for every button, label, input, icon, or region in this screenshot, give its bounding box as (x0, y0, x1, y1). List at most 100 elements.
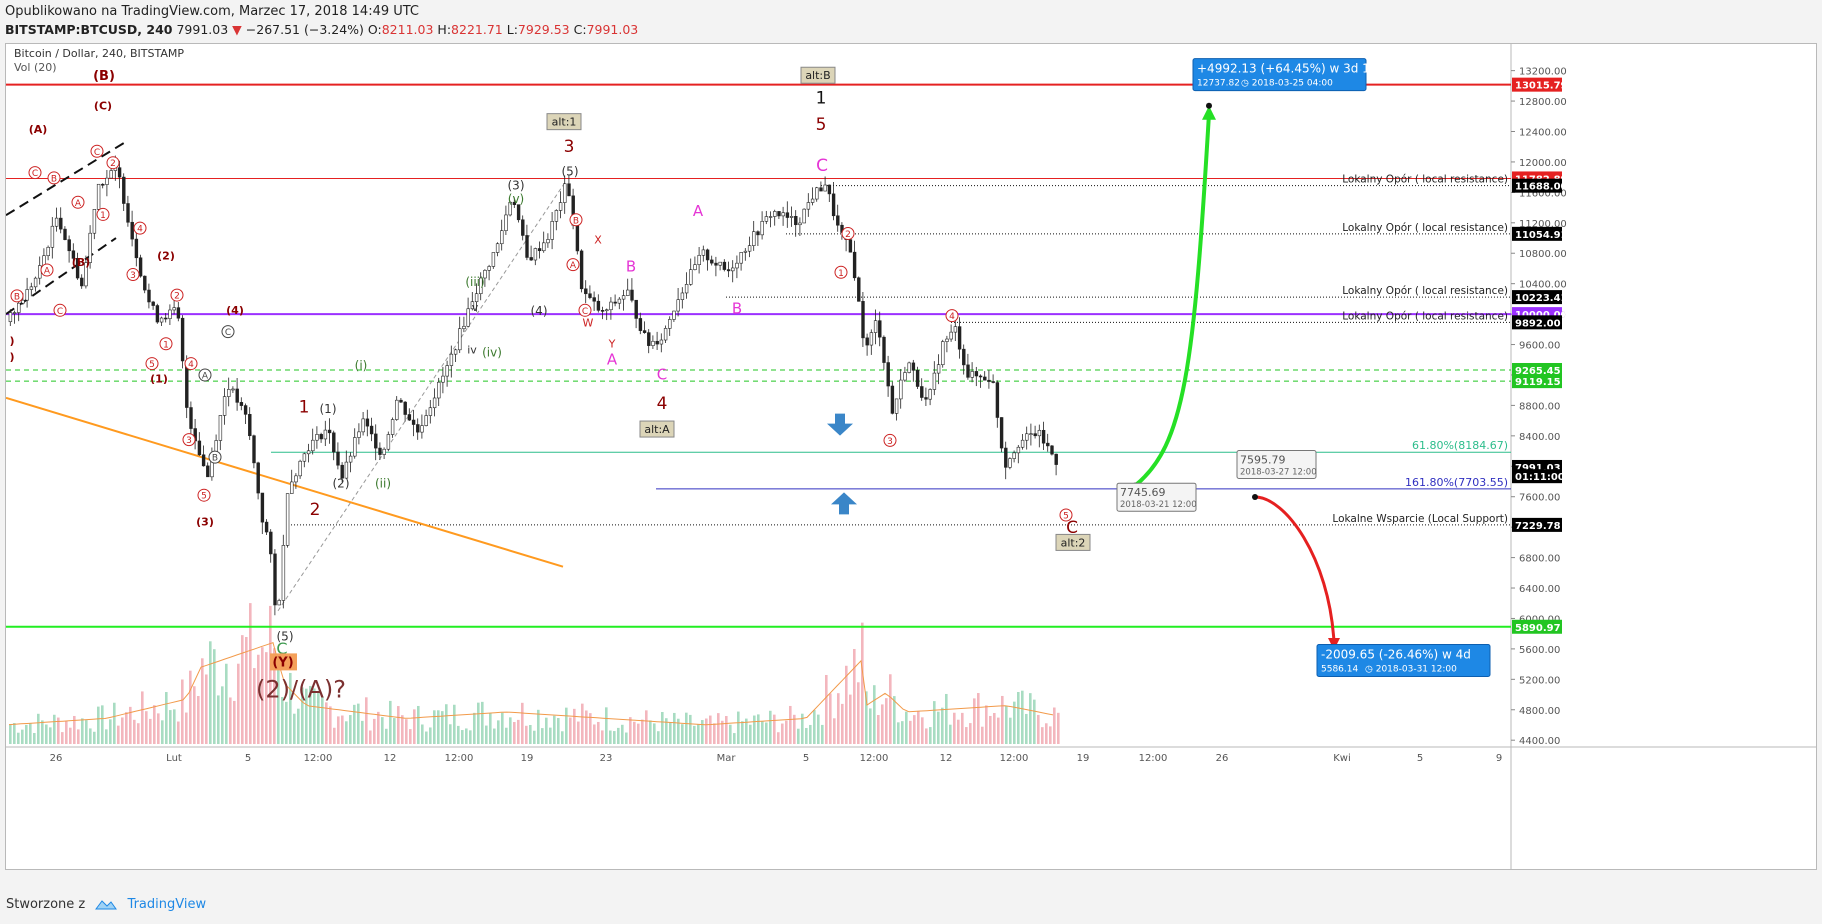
volume-bar (545, 717, 548, 744)
price-axis-tag (1512, 517, 1562, 532)
volume-bar (461, 730, 464, 744)
volume-bar (565, 707, 568, 744)
volume-bar (861, 622, 864, 744)
candle-body (281, 545, 286, 601)
chart-panel[interactable]: Bitcoin / Dollar, 240, BITSTAMP Vol (20) 4… (5, 43, 1817, 870)
wave-label: 3 (564, 137, 575, 157)
circled-wave-label: 5 (1063, 511, 1069, 521)
candle-body (588, 293, 592, 298)
volume-bar (629, 717, 632, 744)
candle-body (252, 435, 256, 464)
close-label: C: (573, 22, 587, 37)
candle-body (743, 250, 748, 253)
candle-body (873, 320, 878, 333)
volume-bar (717, 713, 720, 744)
candle-body (558, 202, 563, 211)
volume-bar (561, 731, 564, 744)
candle-body (546, 239, 550, 244)
volume-bar (889, 674, 892, 744)
candle-body (222, 396, 227, 416)
volume-bar (821, 724, 824, 744)
candle-body (164, 317, 168, 320)
tradingview-link[interactable]: TradingView (127, 897, 207, 912)
volume-bar (105, 729, 108, 744)
candle-body (655, 340, 659, 345)
volume-bar (305, 688, 308, 744)
volume-bar (93, 731, 96, 744)
circled-wave-label: C (582, 307, 588, 317)
circled-wave-marker (578, 303, 592, 317)
volume-bar (1025, 713, 1028, 744)
candle-body (798, 222, 802, 226)
candle-body (403, 401, 407, 415)
volume-bar (1001, 695, 1004, 744)
candle-body (890, 385, 895, 414)
candle-body (1016, 446, 1021, 454)
down-arrow-icon: ▼ (232, 22, 242, 37)
volume-bar (445, 704, 448, 744)
volume-bar (777, 732, 780, 744)
candle-body (995, 382, 1000, 418)
volume-bar (989, 715, 992, 744)
volume-bar (973, 698, 976, 744)
candle-body (1004, 447, 1008, 468)
alt-count-box (639, 420, 675, 438)
candle-body (915, 369, 920, 387)
volume-bar (165, 692, 168, 744)
candle-body (172, 307, 176, 311)
volume-bar (853, 648, 856, 744)
projection-end-point (1206, 102, 1212, 109)
chart-title: Bitcoin / Dollar, 240, BITSTAMP (14, 47, 184, 60)
candle-body (756, 231, 760, 236)
volume-bar (217, 695, 220, 744)
volume-bar (17, 732, 20, 744)
candle-body (953, 326, 958, 333)
time-tick-label: 9 (1496, 753, 1502, 764)
volume-bar (937, 711, 940, 744)
wave-label: 1 (816, 88, 827, 108)
candle-body (600, 310, 605, 312)
candle-body (579, 250, 584, 290)
candle-body (122, 176, 126, 204)
volume-bar (117, 725, 120, 744)
volume-bar (797, 728, 800, 744)
volume-bar (377, 711, 380, 744)
price-axis-tag-label: 9892.00 (1515, 318, 1561, 329)
high-label: H: (437, 22, 452, 37)
volume-bar (897, 722, 900, 744)
volume-bar (705, 718, 708, 744)
volume-bar (45, 724, 48, 744)
candle-body (676, 299, 680, 312)
candle-body (231, 388, 235, 391)
volume-bar (173, 709, 176, 744)
wave-label: B (732, 299, 742, 317)
volume-bar (101, 705, 104, 744)
candle-body (374, 433, 378, 449)
candle-body (504, 214, 508, 231)
price-axis-tag-label: 5890.97 (1515, 623, 1561, 634)
volume-bar (645, 710, 648, 744)
fib-level-label: 161.80%(7703.55) (1405, 476, 1508, 489)
candle-body (647, 332, 651, 346)
volume-bar (909, 720, 912, 744)
volume-bar (997, 717, 1000, 744)
candle-body (962, 348, 966, 366)
candle-body (974, 371, 979, 377)
wave-label: (3) (508, 178, 525, 192)
measure-up-box (1192, 58, 1367, 92)
candle-body (907, 362, 911, 373)
volume-bar (865, 691, 868, 744)
volume-bar (901, 721, 904, 744)
candle-body (218, 415, 223, 441)
time-tick-label: 5 (1417, 753, 1423, 764)
price-tag-left-price: 7745.69 (1120, 486, 1166, 499)
volume-bar (693, 725, 696, 744)
volume-bar (433, 710, 436, 744)
circled-wave-label: B (14, 292, 20, 302)
volume-bar (525, 725, 528, 744)
candle-body (273, 553, 277, 606)
circled-wave-label: 1 (100, 211, 106, 221)
candle-body (17, 302, 21, 313)
circled-wave-marker (40, 263, 54, 277)
